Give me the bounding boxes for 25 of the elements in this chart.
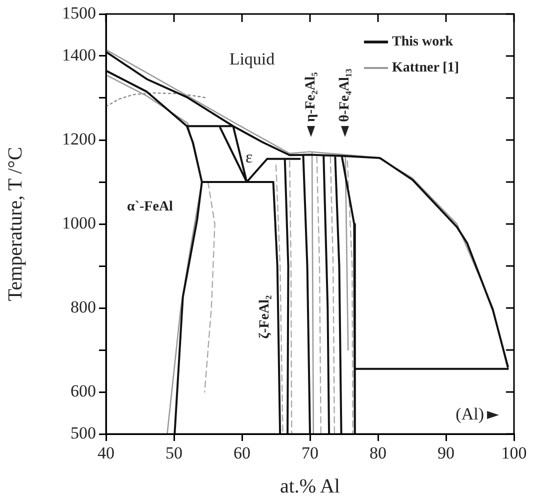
y-tick-label: 1400 xyxy=(62,45,96,64)
x-tick-label: 70 xyxy=(302,444,318,463)
x-tick-label: 80 xyxy=(370,444,386,463)
x-tick-label: 40 xyxy=(98,444,114,463)
y-tick-label: 500 xyxy=(70,423,96,442)
annotation: η-Fe₂Al₅ xyxy=(304,72,319,122)
y-tick-label: 800 xyxy=(70,297,96,316)
legend-label: This work xyxy=(392,34,454,50)
annotation: ζ-FeAl₂ xyxy=(258,295,273,339)
x-tick-label: 100 xyxy=(501,444,527,463)
annotation: θ-Fe₄Al₁₃ xyxy=(338,68,353,122)
annotation: ε xyxy=(245,147,253,166)
x-tick-label: 60 xyxy=(234,444,250,463)
legend-label: Kattner [1] xyxy=(392,60,459,76)
x-tick-label: 90 xyxy=(438,444,454,463)
y-axis-title: Temperature, T /°C xyxy=(4,146,26,302)
y-tick-label: 1200 xyxy=(62,129,96,148)
x-axis-title: at.% Al xyxy=(280,475,340,498)
y-tick-label: 1000 xyxy=(62,213,96,232)
x-tick-label: 50 xyxy=(166,444,182,463)
annotation: Liquid xyxy=(229,49,276,68)
y-tick-label: 1500 xyxy=(62,3,96,22)
annotation: (Al) xyxy=(456,404,484,424)
y-tick-label: 600 xyxy=(70,381,96,400)
annotation: α`-FeAl xyxy=(127,200,174,215)
